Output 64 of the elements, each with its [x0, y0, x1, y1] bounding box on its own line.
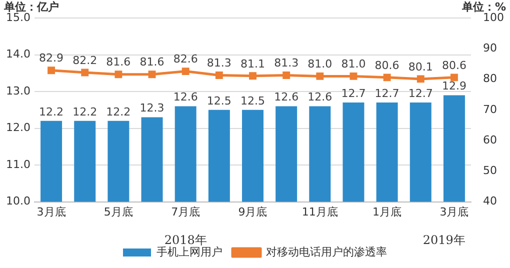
- y2-tick-label: 90: [483, 41, 498, 54]
- data-label: 82.9: [39, 52, 64, 65]
- point: [182, 68, 190, 76]
- y-tick-label: 13.0: [6, 84, 30, 98]
- x-tick-label: 7月底: [171, 205, 200, 218]
- data-label: 81.0: [308, 58, 332, 71]
- y-tick-label: 10.0: [6, 194, 30, 208]
- x-tick-label: 1月底: [372, 205, 402, 218]
- x-tick-label: 3月底: [36, 205, 66, 218]
- point: [316, 72, 324, 80]
- y2-tick-label: 100: [483, 10, 504, 24]
- data-label: 82.6: [173, 52, 198, 66]
- point: [450, 74, 458, 82]
- y-tick-label: 14.0: [6, 48, 30, 61]
- y2-axis-title: 单位：%: [460, 0, 506, 14]
- y2-tick-label: 60: [483, 133, 498, 146]
- data-label: 81.3: [206, 56, 232, 70]
- x-tick-label: 11月底: [302, 205, 338, 218]
- point: [416, 75, 424, 83]
- point: [148, 70, 156, 78]
- point: [249, 72, 256, 80]
- data-label: 12.7: [374, 86, 400, 100]
- data-label: 81.6: [106, 56, 131, 69]
- x-tick-label: 9月底: [238, 205, 268, 218]
- data-label: 12.6: [274, 90, 299, 104]
- data-label: 12.6: [173, 90, 198, 104]
- point: [215, 72, 223, 80]
- y-tick-label: 12.0: [6, 121, 30, 134]
- data-label: 12.2: [39, 105, 64, 118]
- data-label: 80.1: [408, 60, 433, 74]
- point: [81, 68, 89, 76]
- data-label: 12.7: [341, 86, 366, 100]
- y-tick-label: 11.0: [6, 158, 30, 171]
- x-tick-label: 5月底: [104, 205, 133, 218]
- y2-tick-label: 40: [483, 194, 498, 208]
- y2-tick-label: 50: [483, 164, 498, 178]
- point: [282, 72, 290, 80]
- point: [350, 72, 358, 80]
- x-tick-label: 3月底: [440, 205, 469, 218]
- y-axis-title: 单位：亿户: [3, 0, 59, 14]
- legend-label: 手机上网用户: [156, 245, 222, 258]
- text: 2019年: [422, 233, 466, 248]
- data-label: 12.6: [308, 90, 332, 104]
- legend-label: 对移动电话用户的渗透率: [266, 245, 387, 258]
- y2-tick-label: 80: [483, 72, 498, 86]
- data-label: 81.3: [274, 56, 299, 70]
- point: [114, 70, 122, 78]
- y2-tick-label: 70: [483, 102, 498, 116]
- data-label: 80.6: [442, 58, 466, 72]
- data-label: 12.3: [140, 102, 164, 115]
- data-label: 12.7: [408, 86, 433, 100]
- data-label: 81.0: [341, 58, 366, 71]
- data-label: 12.9: [442, 80, 466, 93]
- data-label: 12.2: [106, 105, 131, 118]
- point: [383, 74, 391, 82]
- data-label: 12.2: [72, 105, 98, 118]
- data-label: 12.5: [206, 94, 232, 108]
- point: [48, 66, 56, 74]
- data-label: 81.6: [140, 56, 164, 69]
- data-label: 82.2: [72, 54, 98, 67]
- data-label: 81.1: [240, 57, 265, 70]
- text: 2018年: [164, 233, 207, 248]
- data-label: 12.5: [240, 94, 265, 108]
- data-label: 80.6: [374, 58, 400, 72]
